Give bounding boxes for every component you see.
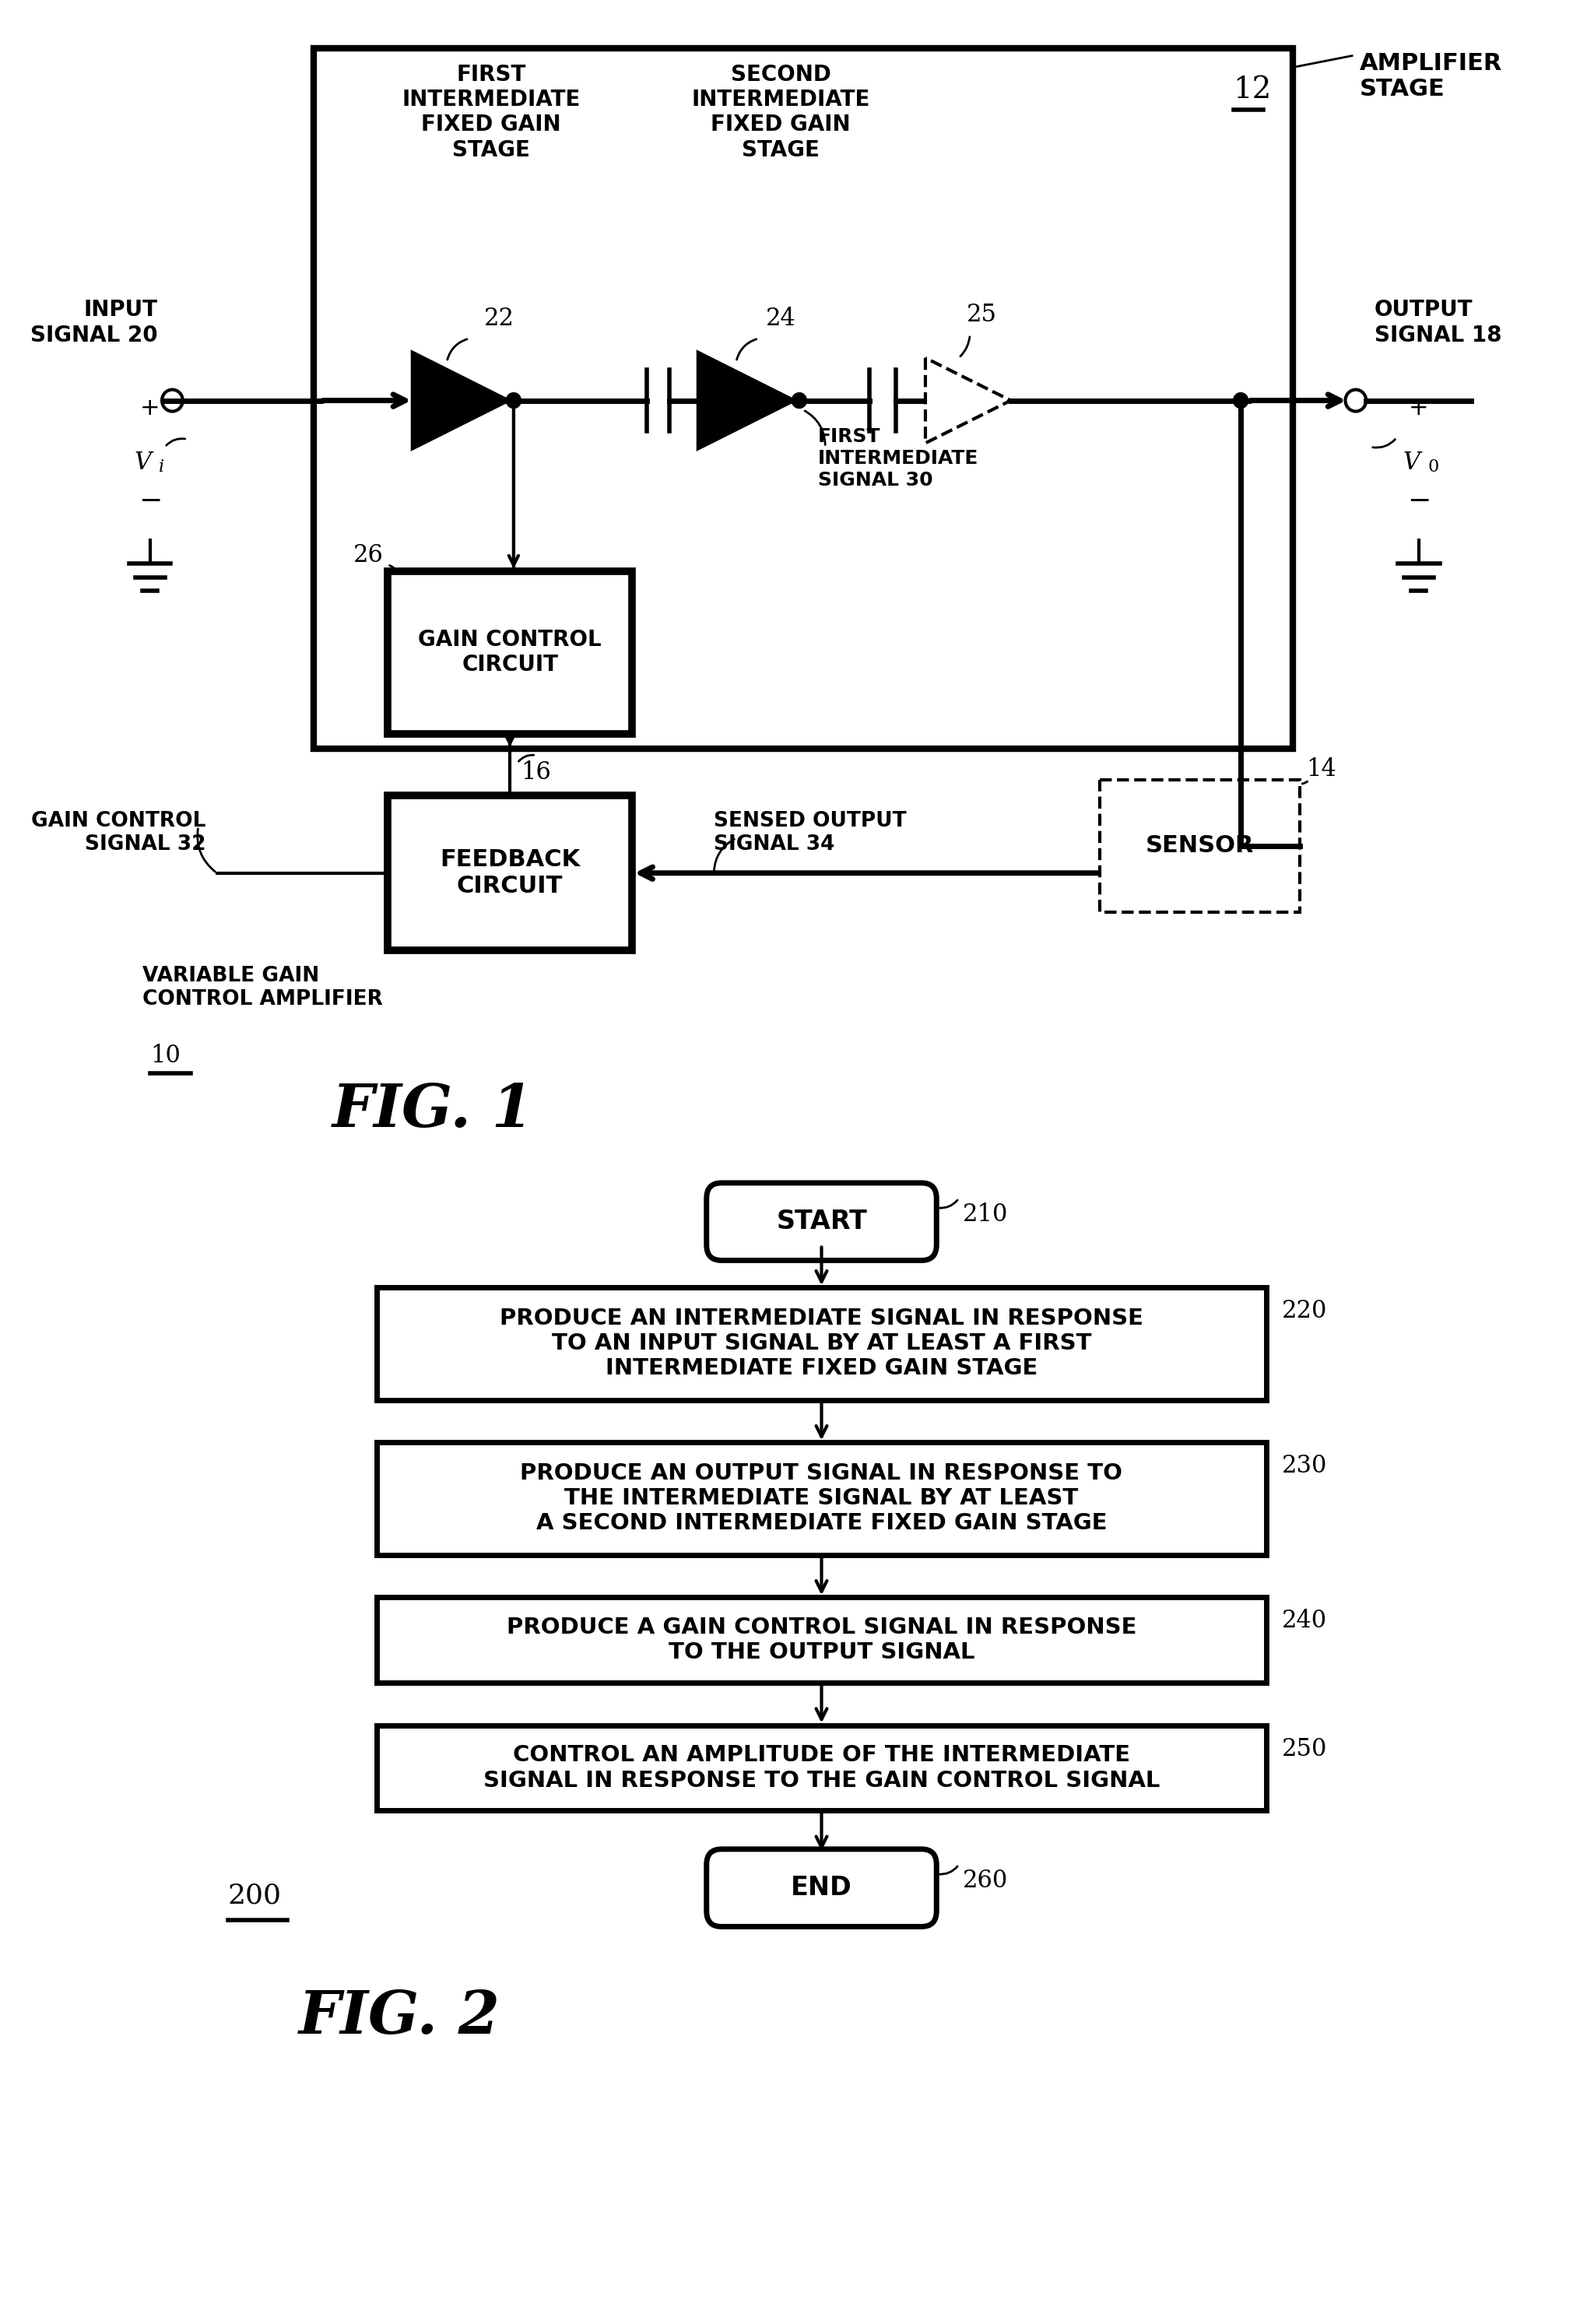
Text: −: − bbox=[139, 488, 161, 514]
Bar bbox=[376, 1724, 1267, 1810]
Text: +: + bbox=[141, 397, 160, 421]
Circle shape bbox=[506, 393, 521, 409]
Text: 25: 25 bbox=[967, 302, 997, 328]
Text: FIG. 2: FIG. 2 bbox=[299, 1989, 499, 2045]
Text: PRODUCE AN INTERMEDIATE SIGNAL IN RESPONSE
TO AN INPUT SIGNAL BY AT LEAST A FIRS: PRODUCE AN INTERMEDIATE SIGNAL IN RESPON… bbox=[499, 1306, 1144, 1380]
Text: 200: 200 bbox=[228, 1882, 281, 1908]
Text: 230: 230 bbox=[1281, 1455, 1327, 1478]
Bar bbox=[1100, 781, 1300, 911]
Circle shape bbox=[1234, 393, 1248, 409]
Text: 240: 240 bbox=[1281, 1608, 1327, 1634]
Text: FIG. 1: FIG. 1 bbox=[332, 1083, 534, 1139]
Text: GAIN CONTROL
CIRCUIT: GAIN CONTROL CIRCUIT bbox=[419, 630, 602, 676]
Polygon shape bbox=[414, 353, 506, 446]
Text: 12: 12 bbox=[1234, 74, 1272, 105]
FancyBboxPatch shape bbox=[706, 1183, 937, 1260]
Circle shape bbox=[792, 393, 807, 409]
Text: SECOND
INTERMEDIATE
FIXED GAIN
STAGE: SECOND INTERMEDIATE FIXED GAIN STAGE bbox=[692, 63, 871, 160]
FancyBboxPatch shape bbox=[706, 1850, 937, 1927]
Text: −: − bbox=[1408, 488, 1430, 514]
Text: 260: 260 bbox=[962, 1868, 1008, 1892]
Text: 250: 250 bbox=[1281, 1736, 1327, 1762]
Text: SENSOR: SENSOR bbox=[1146, 834, 1255, 858]
Text: AMPLIFIER
STAGE: AMPLIFIER STAGE bbox=[1359, 51, 1503, 100]
Text: INPUT
SIGNAL 20: INPUT SIGNAL 20 bbox=[30, 300, 158, 346]
Text: 220: 220 bbox=[1281, 1299, 1327, 1322]
Text: +: + bbox=[1409, 397, 1428, 421]
Text: OUTPUT
SIGNAL 18: OUTPUT SIGNAL 18 bbox=[1375, 300, 1501, 346]
Text: V: V bbox=[134, 451, 152, 474]
Text: 26: 26 bbox=[354, 544, 384, 567]
Text: START: START bbox=[776, 1208, 867, 1234]
Bar bbox=[376, 1443, 1267, 1555]
Text: FIRST
INTERMEDIATE
FIXED GAIN
STAGE: FIRST INTERMEDIATE FIXED GAIN STAGE bbox=[401, 63, 580, 160]
Bar bbox=[313, 49, 1292, 748]
Text: 0: 0 bbox=[1428, 458, 1439, 476]
Polygon shape bbox=[698, 353, 792, 446]
Text: 210: 210 bbox=[962, 1202, 1008, 1227]
Text: VARIABLE GAIN
CONTROL AMPLIFIER: VARIABLE GAIN CONTROL AMPLIFIER bbox=[142, 967, 382, 1009]
Text: FIRST
INTERMEDIATE
SIGNAL 30: FIRST INTERMEDIATE SIGNAL 30 bbox=[818, 428, 978, 490]
Text: PRODUCE A GAIN CONTROL SIGNAL IN RESPONSE
TO THE OUTPUT SIGNAL: PRODUCE A GAIN CONTROL SIGNAL IN RESPONS… bbox=[507, 1618, 1136, 1664]
Text: i: i bbox=[160, 458, 164, 476]
Bar bbox=[387, 572, 632, 734]
Text: END: END bbox=[792, 1875, 852, 1901]
Text: 10: 10 bbox=[150, 1043, 180, 1067]
Bar bbox=[376, 1287, 1267, 1399]
Text: V: V bbox=[1403, 451, 1420, 474]
Text: FEEDBACK
CIRCUIT: FEEDBACK CIRCUIT bbox=[439, 848, 580, 897]
Text: 14: 14 bbox=[1307, 758, 1337, 781]
Text: 22: 22 bbox=[483, 307, 515, 330]
Text: 24: 24 bbox=[766, 307, 796, 330]
Text: SENSED OUTPUT
SIGNAL 34: SENSED OUTPUT SIGNAL 34 bbox=[714, 811, 907, 855]
Bar bbox=[387, 795, 632, 951]
Bar bbox=[376, 1597, 1267, 1683]
Text: PRODUCE AN OUTPUT SIGNAL IN RESPONSE TO
THE INTERMEDIATE SIGNAL BY AT LEAST
A SE: PRODUCE AN OUTPUT SIGNAL IN RESPONSE TO … bbox=[520, 1462, 1123, 1534]
Text: GAIN CONTROL
SIGNAL 32: GAIN CONTROL SIGNAL 32 bbox=[32, 811, 205, 855]
Text: CONTROL AN AMPLITUDE OF THE INTERMEDIATE
SIGNAL IN RESPONSE TO THE GAIN CONTROL : CONTROL AN AMPLITUDE OF THE INTERMEDIATE… bbox=[483, 1745, 1160, 1792]
Text: 16: 16 bbox=[521, 760, 551, 786]
